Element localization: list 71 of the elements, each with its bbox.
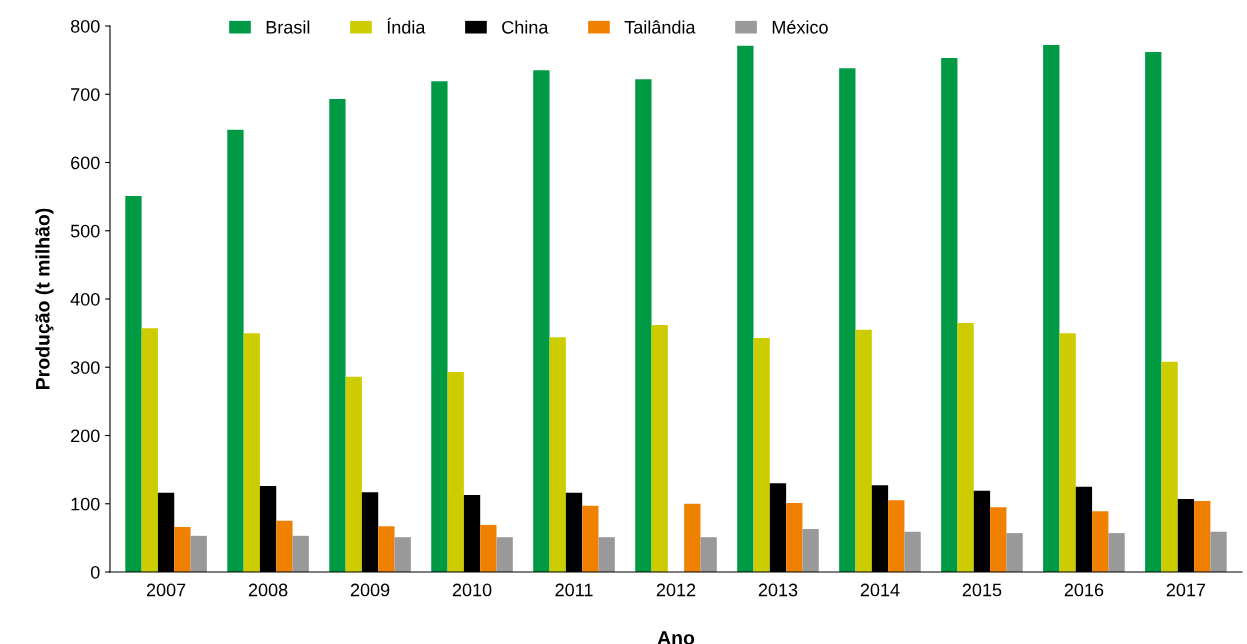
bar — [753, 337, 770, 572]
y-tick-label: 300 — [70, 361, 100, 374]
bar — [533, 70, 550, 572]
bar — [651, 324, 668, 572]
y-tick-label: 0 — [90, 565, 100, 579]
y-axis-title: Produção (t milhão) — [35, 208, 54, 389]
y-tick-label: 100 — [71, 497, 100, 511]
bar — [957, 322, 974, 572]
bar — [598, 537, 615, 572]
y-tick-label: 200 — [71, 429, 100, 443]
bar — [292, 535, 309, 572]
bar — [141, 328, 158, 572]
bar — [839, 68, 856, 572]
x-tick-label: 2015 — [962, 583, 1002, 597]
bar — [635, 79, 652, 572]
y-tick-label: 400 — [70, 292, 100, 306]
bar — [1006, 533, 1023, 572]
legend-label: China — [502, 20, 549, 34]
x-tick-label: 2013 — [758, 583, 798, 597]
bar — [190, 535, 207, 572]
bar — [276, 520, 293, 572]
bar — [125, 195, 142, 572]
bar — [786, 503, 803, 572]
bar — [431, 81, 448, 572]
bar — [243, 333, 260, 572]
y-tick-label: 600 — [71, 156, 100, 170]
bar — [941, 58, 958, 572]
bar — [480, 524, 497, 572]
y-tick-label: 800 — [70, 19, 100, 33]
bar — [549, 337, 566, 572]
bar — [1194, 501, 1211, 572]
x-tick-label: 2007 — [146, 583, 186, 597]
bar — [1043, 45, 1060, 572]
bar — [378, 526, 395, 572]
y-tick-label: 500 — [70, 224, 100, 238]
bar — [1108, 533, 1125, 572]
bar — [1210, 531, 1227, 572]
bar — [394, 537, 411, 572]
bar — [888, 500, 905, 572]
x-tick-label: 2012 — [656, 583, 696, 597]
bar — [227, 129, 244, 572]
legend-label: Tailândia — [624, 20, 696, 34]
bar — [700, 537, 717, 572]
bar — [496, 537, 513, 572]
x-tick-label: 2011 — [555, 583, 593, 597]
bar — [1161, 361, 1178, 572]
bar — [990, 507, 1007, 572]
bar — [855, 329, 872, 572]
x-axis-title: Ano — [657, 631, 695, 644]
bar — [1092, 511, 1109, 572]
legend-label: Índia — [387, 17, 426, 34]
bar — [684, 503, 701, 572]
y-tick-label: 700 — [71, 88, 100, 101]
bar — [802, 529, 819, 572]
legend-label: Brasil — [266, 20, 310, 34]
x-tick-label: 2008 — [248, 583, 288, 597]
bar — [582, 505, 599, 572]
x-tick-label: 2014 — [860, 583, 900, 597]
bar — [174, 526, 191, 572]
legend-label: México — [772, 20, 828, 34]
x-tick-label: 2017 — [1166, 583, 1206, 597]
bar — [1059, 333, 1076, 572]
x-tick-label: 2009 — [350, 583, 390, 597]
bar — [737, 45, 754, 572]
bar — [329, 99, 346, 572]
bar — [1145, 51, 1162, 572]
x-tick-label: 2016 — [1064, 583, 1104, 597]
bar — [904, 531, 921, 572]
bar — [345, 376, 362, 572]
x-tick-label: 2010 — [452, 583, 492, 597]
bar — [447, 372, 464, 572]
